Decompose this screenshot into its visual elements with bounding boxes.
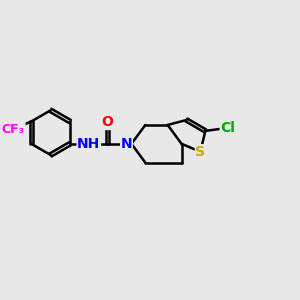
Text: NH: NH <box>77 137 101 151</box>
Text: O: O <box>102 116 114 130</box>
Text: N: N <box>121 137 132 151</box>
Text: S: S <box>195 145 206 159</box>
Text: CF₃: CF₃ <box>2 123 25 136</box>
Text: Cl: Cl <box>220 122 235 135</box>
